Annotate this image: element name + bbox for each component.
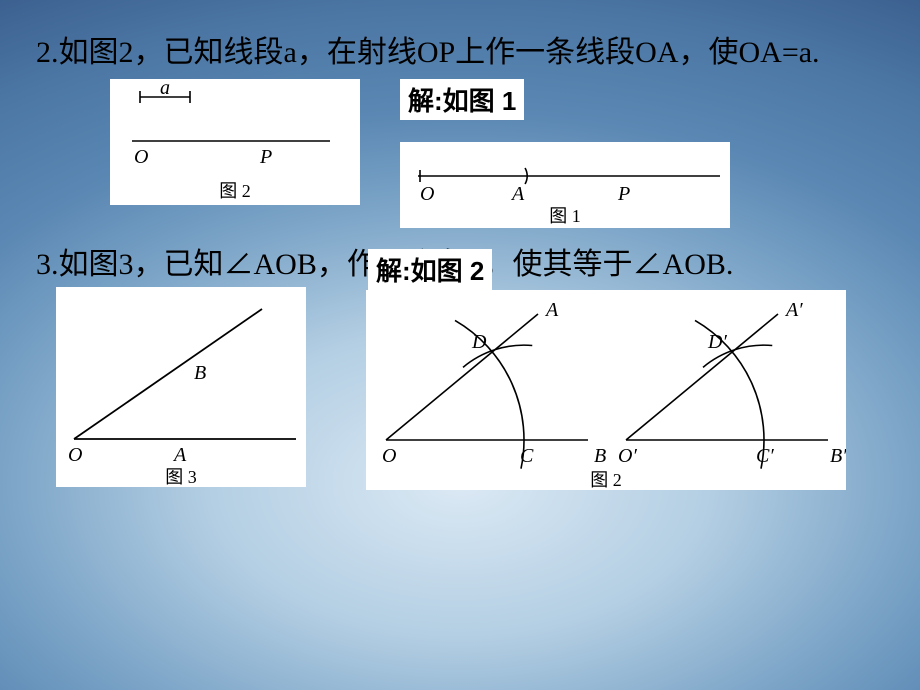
svg-text:B: B (594, 445, 606, 467)
figure3-given: O A B 图 3 (56, 287, 306, 487)
svg-text:D: D (471, 331, 487, 353)
svg-text:O: O (134, 146, 148, 168)
svg-text:C′: C′ (756, 445, 774, 467)
problem2-solution-label: 解:如图 1 (400, 79, 524, 120)
svg-text:a: a (160, 79, 170, 99)
svg-text:A′: A′ (784, 299, 803, 321)
problem2-solution-column: 解:如图 1 O A P 图 1 (400, 79, 730, 228)
problem2-text: 2.如图2，已知线段a，在射线OP上作一条线段OA，使OA=a. (36, 30, 884, 75)
slide: 2.如图2，已知线段a，在射线OP上作一条线段OA，使OA=a. a O P 图 2 … (0, 0, 920, 690)
svg-text:P: P (617, 183, 630, 205)
svg-text:图 2: 图 2 (590, 470, 622, 490)
problem3-figures-row: OAB图 3 解:如图 2 OBACDO′B′A′C′D′图 2 (36, 287, 884, 490)
svg-text:D′: D′ (707, 331, 727, 353)
problem3-solution-column: 解:如图 2 O B A C D O′ B′ A′ C′ D′ 图 2 (366, 249, 846, 490)
problem2-figures-row: a O P 图 2 解:如图 1 O A P 图 1 (36, 79, 884, 228)
figure2-given: a O P 图 2 (110, 79, 360, 205)
svg-text:O: O (68, 444, 82, 466)
svg-text:图 2: 图 2 (219, 181, 251, 201)
svg-text:A: A (544, 299, 559, 321)
svg-text:O′: O′ (618, 445, 637, 467)
figure1-solution: O A P 图 1 (400, 142, 730, 228)
svg-text:C: C (520, 445, 534, 467)
svg-text:A: A (510, 183, 525, 205)
svg-text:B: B (194, 362, 206, 384)
svg-text:图 3: 图 3 (165, 467, 197, 487)
svg-text:P: P (259, 146, 272, 168)
svg-text:图 1: 图 1 (549, 206, 581, 226)
figure2-solution: O B A C D O′ B′ A′ C′ D′ 图 2 (366, 290, 846, 490)
svg-text:A: A (172, 444, 187, 466)
svg-text:B′: B′ (830, 445, 846, 467)
svg-text:O: O (420, 183, 434, 205)
problem3-solution-label: 解:如图 2 (368, 249, 492, 290)
svg-text:O: O (382, 445, 396, 467)
